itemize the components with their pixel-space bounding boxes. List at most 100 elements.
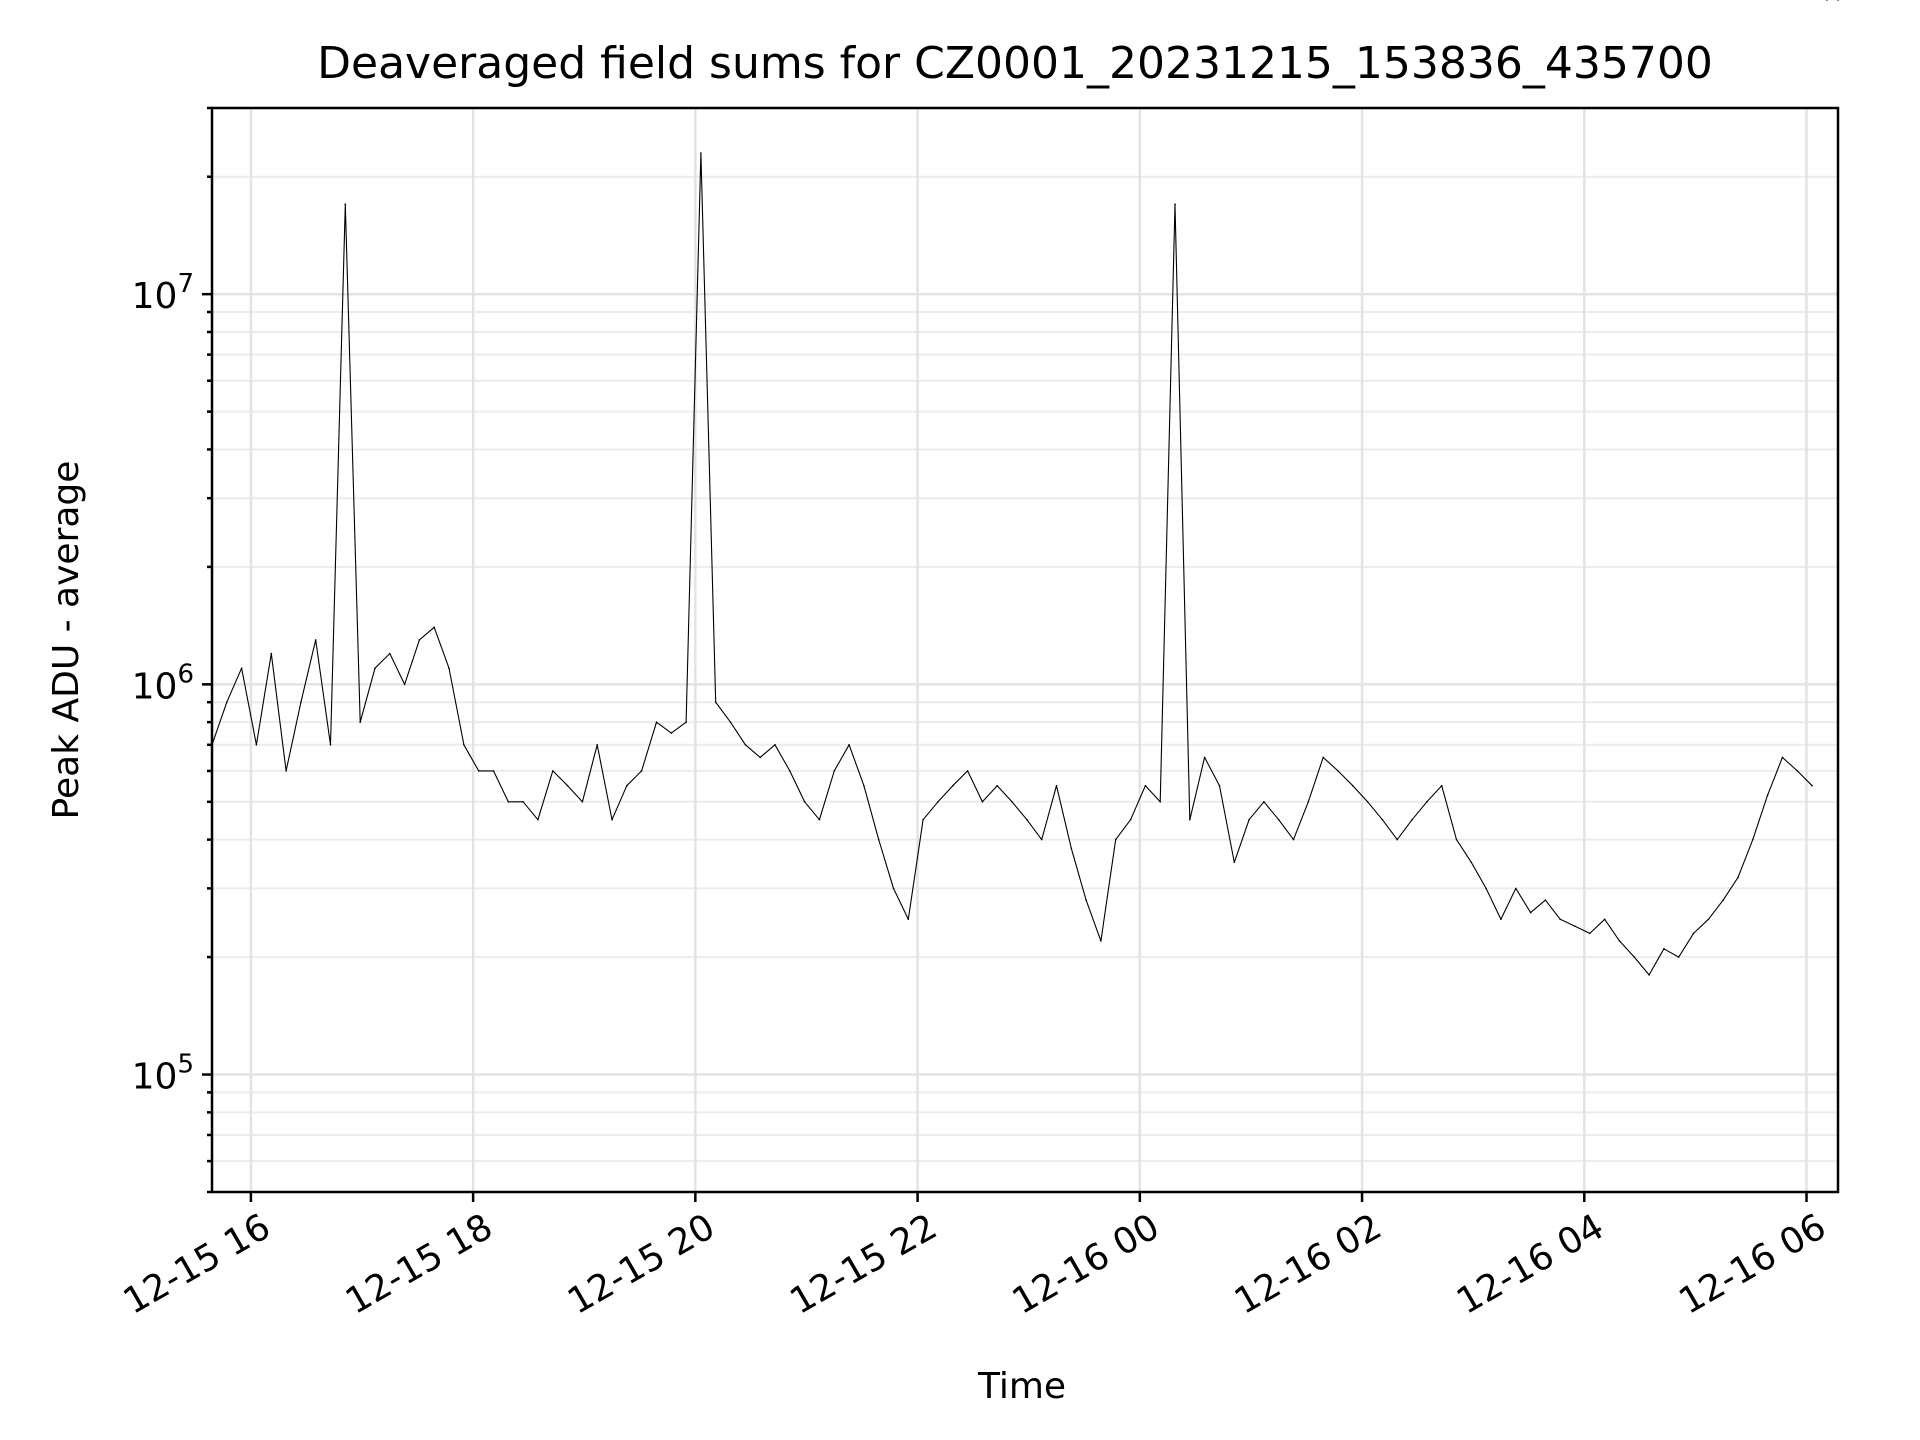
data-point <box>1559 918 1561 921</box>
data-point <box>714 701 717 703</box>
data-point <box>670 732 673 734</box>
data-point <box>1633 956 1636 958</box>
data-point <box>1544 899 1547 901</box>
data-point <box>952 784 954 787</box>
data-point <box>1648 974 1650 976</box>
y-tick-exponent: 6 <box>177 659 194 689</box>
data-point <box>1070 847 1073 850</box>
data-point <box>1796 770 1799 772</box>
data-point <box>1603 918 1606 921</box>
data-point <box>892 887 895 890</box>
data-point <box>1352 784 1354 787</box>
chart-title: Deaveraged field sums for CZ0001_2023121… <box>317 38 1713 89</box>
data-point <box>1470 861 1473 864</box>
data-point <box>1189 818 1191 821</box>
data-point <box>1085 899 1087 901</box>
x-tick-label: 12-16 00 <box>1006 1206 1167 1322</box>
data-point <box>700 152 702 154</box>
data-point <box>403 683 406 686</box>
data-point <box>996 784 998 787</box>
data-point <box>922 818 924 821</box>
data-point <box>1826 0 1828 1</box>
data-point <box>448 667 450 669</box>
data-point <box>226 701 228 703</box>
data-point <box>1574 925 1576 927</box>
data-point <box>270 652 273 655</box>
data-point <box>522 801 524 803</box>
y-tick-base: 10 <box>132 276 178 317</box>
x-tick-label: 12-16 06 <box>1672 1206 1833 1322</box>
data-point <box>255 744 258 746</box>
data-point <box>1500 918 1502 921</box>
data-point <box>1766 794 1769 796</box>
data-point <box>1485 887 1487 890</box>
data-point <box>966 770 969 772</box>
data-point <box>1218 784 1221 787</box>
data-point <box>433 626 436 629</box>
grid <box>212 107 1838 1193</box>
data-point <box>1677 956 1680 958</box>
data-point <box>1381 818 1384 821</box>
data-point <box>359 721 362 723</box>
data-point <box>1337 770 1339 772</box>
data-point <box>818 818 821 821</box>
data-point <box>552 770 554 772</box>
data-point <box>1366 801 1369 803</box>
data-point <box>848 744 850 746</box>
x-tick-label: 12-15 18 <box>339 1206 500 1322</box>
data-point <box>344 203 347 205</box>
data-point <box>1707 918 1710 921</box>
data-point <box>418 639 421 641</box>
data-point <box>729 721 732 723</box>
data-point <box>611 818 613 821</box>
data-point <box>981 801 984 803</box>
y-axis-label: Peak ADU - average <box>46 461 87 820</box>
data-point <box>1026 818 1028 821</box>
data-point <box>1837 0 1839 1</box>
y-tick-label: 106 <box>132 659 194 707</box>
data-point <box>833 770 836 772</box>
x-tick-label: 12-16 02 <box>1228 1206 1389 1322</box>
data-point <box>1426 801 1428 803</box>
data-point <box>907 918 910 921</box>
data-point <box>1263 801 1265 803</box>
data-point <box>1144 784 1147 787</box>
data-point <box>329 744 332 746</box>
data-point <box>477 770 480 772</box>
data-point <box>640 770 643 772</box>
data-point <box>1529 911 1532 914</box>
data-point <box>463 744 465 746</box>
data-point <box>863 784 865 787</box>
data-point <box>759 756 761 759</box>
data-point <box>581 801 584 803</box>
data-point <box>492 770 495 772</box>
data-point <box>1692 932 1695 935</box>
data-point <box>685 721 687 723</box>
data-point <box>285 770 287 772</box>
data-point <box>1159 801 1161 803</box>
data-point <box>1618 940 1621 942</box>
data-point <box>1781 756 1784 759</box>
data-point <box>1515 887 1517 890</box>
data-point <box>1411 818 1413 821</box>
series-layer <box>211 0 1839 976</box>
data-point <box>1811 784 1813 787</box>
data-point <box>374 667 376 669</box>
series-line <box>211 152 1813 976</box>
data-point <box>507 801 510 803</box>
data-point <box>240 667 243 669</box>
data-point <box>1040 838 1043 841</box>
data-point <box>1322 756 1324 759</box>
data-point <box>1396 838 1398 841</box>
x-tick-label: 12-15 22 <box>783 1206 944 1322</box>
data-point <box>877 838 880 841</box>
data-point <box>1233 861 1236 864</box>
plot-frame <box>210 106 1840 1194</box>
x-axis-label: Time <box>977 1366 1066 1407</box>
data-point <box>1589 932 1591 935</box>
y-tick-exponent: 7 <box>177 269 194 299</box>
x-tick-label: 12-15 16 <box>117 1206 278 1322</box>
data-point <box>1455 838 1458 841</box>
y-tick-label: 107 <box>132 269 194 317</box>
